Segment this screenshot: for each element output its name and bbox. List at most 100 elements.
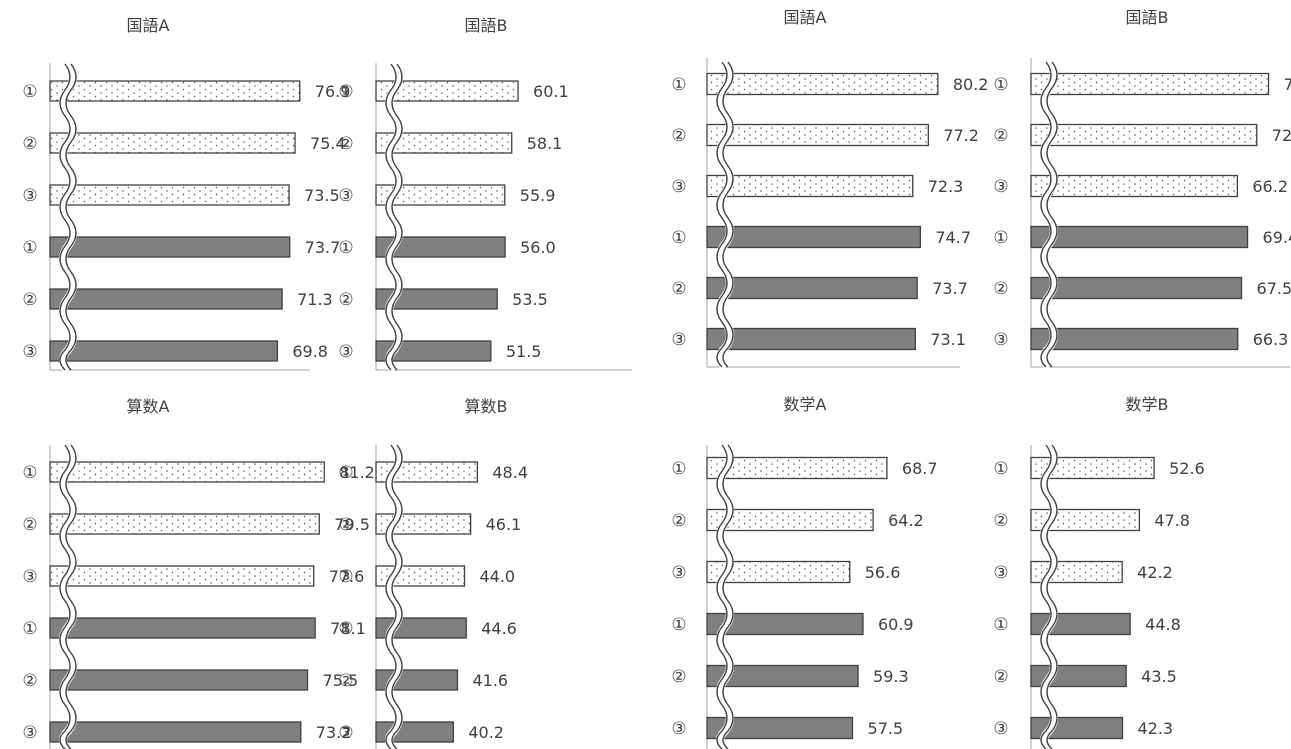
data-label: 66.3 <box>1253 330 1289 349</box>
data-label: 56.0 <box>520 238 556 257</box>
data-label: 71.3 <box>297 290 333 309</box>
data-label: 60.9 <box>878 615 914 634</box>
data-label: 72.3 <box>1272 126 1291 145</box>
axis-break-line <box>59 63 71 371</box>
bar <box>706 327 916 351</box>
data-label: 41.6 <box>472 671 508 690</box>
category-label: ① <box>338 238 353 258</box>
data-label: 74.7 <box>935 228 971 247</box>
data-label: 73.7 <box>932 279 968 298</box>
data-label: 43.5 <box>1141 667 1177 686</box>
category-label: ③ <box>338 723 353 743</box>
data-label: 69.4 <box>1263 228 1291 247</box>
bar <box>375 288 498 310</box>
data-label: 76.9 <box>315 82 351 101</box>
axis-break-line <box>722 444 734 749</box>
bar <box>706 456 888 480</box>
category-label: ② <box>993 126 1008 146</box>
bar <box>49 184 290 206</box>
category-label: ① <box>22 463 37 483</box>
category-label: ① <box>993 75 1008 95</box>
data-label: 73.2 <box>316 723 352 742</box>
axis-break-gap <box>1040 442 1058 749</box>
axis-break-line <box>65 63 77 371</box>
category-label: ③ <box>22 342 37 362</box>
data-label: 48.4 <box>492 463 528 482</box>
bar <box>706 508 874 532</box>
bar <box>1030 456 1155 480</box>
bar <box>49 669 309 691</box>
chart-title: 国語B <box>1126 8 1169 27</box>
category-label: ① <box>671 228 686 248</box>
data-label: 73.5 <box>304 186 340 205</box>
category-label: ② <box>22 134 37 154</box>
category-label: ① <box>22 619 37 639</box>
axis-break-line <box>716 444 728 749</box>
category-label: ② <box>338 671 353 691</box>
data-label: 73.7 <box>305 238 341 257</box>
category-label: ① <box>338 82 353 102</box>
data-label: 42.3 <box>1137 719 1173 738</box>
category-label: ③ <box>22 186 37 206</box>
data-label: 47.8 <box>1154 511 1190 530</box>
bar <box>706 560 851 584</box>
bar <box>49 132 296 154</box>
axis-break-gap <box>385 61 403 373</box>
data-label: 69.8 <box>292 342 328 361</box>
chart-panel-3: 国語A ① 80.2 ② 77.2 ③ 72.3 ① 74.7 ② 73.7 ③ 73.1 <box>671 8 989 370</box>
chart-title: 数学B <box>1126 395 1169 414</box>
data-label: 72.3 <box>928 177 964 196</box>
bar <box>49 288 283 310</box>
data-label: 46.1 <box>486 515 522 534</box>
category-label: ② <box>671 126 686 146</box>
data-label: 44.0 <box>479 567 515 586</box>
category-label: ② <box>993 667 1008 687</box>
bar <box>375 236 506 258</box>
category-label: ① <box>993 459 1008 479</box>
data-label: 42.2 <box>1137 563 1173 582</box>
bar <box>375 340 492 362</box>
data-label: 66.2 <box>1252 177 1288 196</box>
category-label: ① <box>993 228 1008 248</box>
data-label: 53.5 <box>512 290 548 309</box>
data-label: 44.6 <box>481 619 517 638</box>
data-label: 80.2 <box>953 75 989 94</box>
chart-panel-8: 数学B ① 52.6 ② 47.8 ③ 42.2 ① 44.8 ② 43.5 ③ 42.3 <box>993 395 1205 749</box>
category-label: ③ <box>22 567 37 587</box>
bar <box>49 721 302 743</box>
bar <box>375 132 513 154</box>
category-label: ① <box>22 82 37 102</box>
chart-panel-2: 国語B ① 60.1 ② 58.1 ③ 55.9 ① 56.0 ② 53.5 ③ 51.5 <box>338 16 632 373</box>
axis-break-gap <box>385 442 403 749</box>
category-label: ② <box>338 515 353 535</box>
category-label: ① <box>671 615 686 635</box>
category-label: ② <box>993 279 1008 299</box>
axis-break-gap <box>716 59 734 370</box>
data-label: 77.6 <box>329 567 365 586</box>
category-label: ② <box>22 671 37 691</box>
data-label: 67.5 <box>1257 279 1291 298</box>
axis-break-line <box>385 63 397 371</box>
data-label: 75.5 <box>323 671 359 690</box>
category-label: ③ <box>338 567 353 587</box>
category-label: ② <box>22 515 37 535</box>
chart-panel-6: 算数B ① 48.4 ② 46.1 ③ 44.0 ① 44.6 ② 41.6 ③ 40.2 <box>338 397 528 749</box>
bar <box>1030 327 1239 351</box>
data-label: 73.1 <box>930 330 966 349</box>
bar <box>49 513 320 535</box>
data-label: 76.0 <box>1284 75 1291 94</box>
category-label: ③ <box>993 719 1008 739</box>
chart-title: 国語A <box>127 16 170 35</box>
axis-break-line <box>1040 61 1052 368</box>
bar <box>706 612 864 636</box>
category-label: ③ <box>338 342 353 362</box>
category-label: ① <box>22 238 37 258</box>
category-label: ① <box>671 459 686 479</box>
chart-title: 算数A <box>127 397 170 416</box>
data-label: 64.2 <box>888 511 924 530</box>
axis-break-line <box>59 444 71 749</box>
data-label: 44.8 <box>1145 615 1181 634</box>
bar <box>1030 174 1239 198</box>
category-label: ③ <box>671 719 686 739</box>
